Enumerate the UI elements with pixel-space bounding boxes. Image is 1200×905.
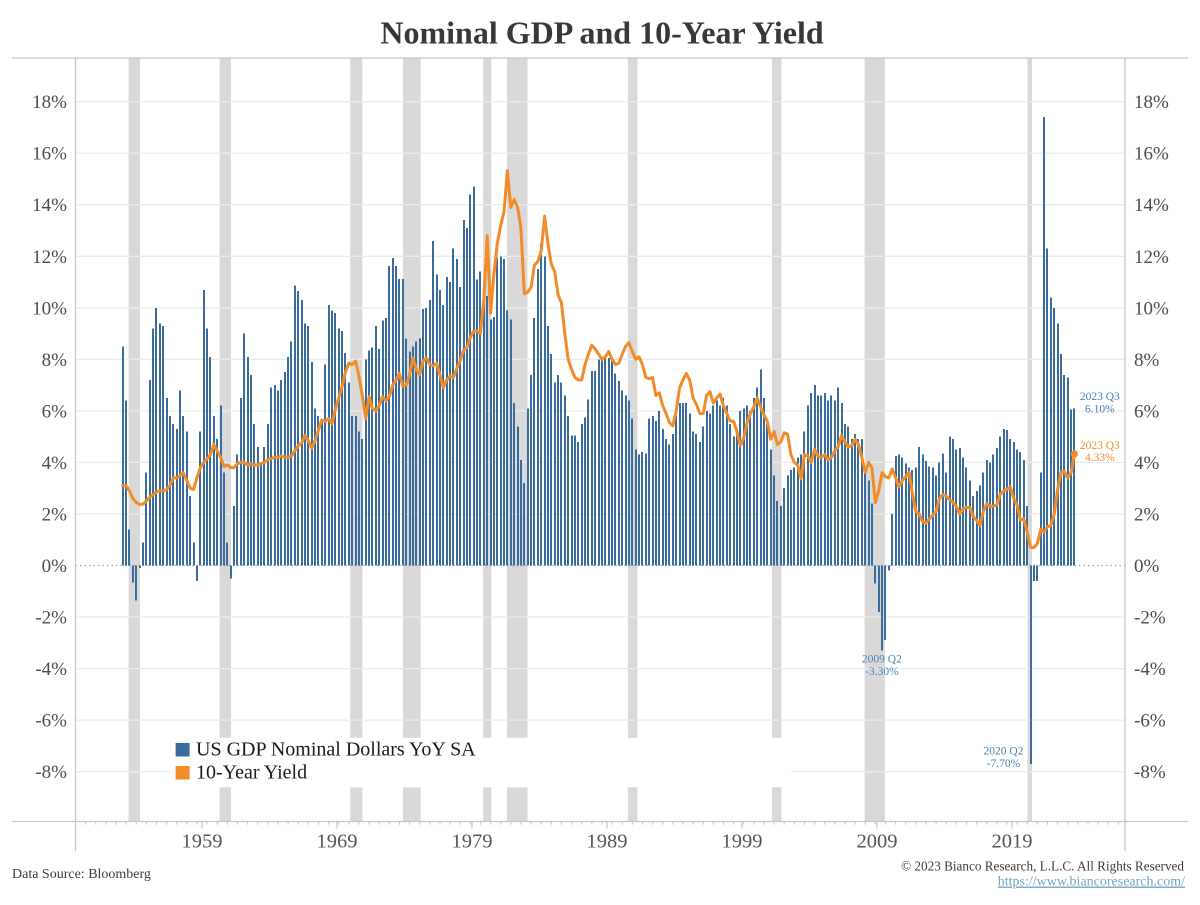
svg-text:-4%: -4% <box>35 659 67 680</box>
svg-text:-6%: -6% <box>1134 711 1166 732</box>
svg-text:6%: 6% <box>1134 401 1160 422</box>
svg-text:-6%: -6% <box>35 711 67 732</box>
svg-text:-7.70%: -7.70% <box>987 758 1021 770</box>
svg-text:-8%: -8% <box>1134 762 1166 783</box>
svg-text:16%: 16% <box>32 144 67 165</box>
svg-text:© 2023 Bianco Research, L.L.C.: © 2023 Bianco Research, L.L.C. All Right… <box>901 859 1184 874</box>
svg-text:1959: 1959 <box>182 831 223 853</box>
svg-text:2009 Q2: 2009 Q2 <box>862 654 902 666</box>
svg-text:18%: 18% <box>32 92 67 113</box>
svg-text:14%: 14% <box>32 195 67 216</box>
svg-text:US GDP Nominal Dollars YoY SA: US GDP Nominal Dollars YoY SA <box>196 739 476 761</box>
svg-text:1969: 1969 <box>317 831 358 853</box>
svg-text:-3.30%: -3.30% <box>865 666 899 678</box>
svg-text:-4%: -4% <box>1134 659 1166 680</box>
svg-text:10-Year Yield: 10-Year Yield <box>196 762 307 784</box>
svg-text:1989: 1989 <box>587 831 628 853</box>
svg-text:Data Source: Bloomberg: Data Source: Bloomberg <box>12 867 151 882</box>
svg-text:2%: 2% <box>1134 505 1160 526</box>
svg-text:16%: 16% <box>1134 144 1169 165</box>
svg-text:1999: 1999 <box>722 831 763 853</box>
svg-text:2009: 2009 <box>857 831 898 853</box>
svg-text:14%: 14% <box>1134 195 1169 216</box>
svg-text:0%: 0% <box>1134 556 1160 577</box>
svg-text:-8%: -8% <box>35 762 67 783</box>
svg-text:https://www.biancoresearch.com: https://www.biancoresearch.com/ <box>998 875 1185 890</box>
svg-text:10%: 10% <box>32 298 67 319</box>
svg-text:2%: 2% <box>42 505 68 526</box>
svg-text:10%: 10% <box>1134 298 1169 319</box>
svg-text:0%: 0% <box>42 556 68 577</box>
svg-text:12%: 12% <box>1134 247 1169 268</box>
svg-text:8%: 8% <box>1134 350 1160 371</box>
svg-text:2023 Q3: 2023 Q3 <box>1080 440 1120 452</box>
svg-text:4%: 4% <box>1134 453 1160 474</box>
svg-text:8%: 8% <box>42 350 68 371</box>
svg-text:4%: 4% <box>42 453 68 474</box>
svg-text:6%: 6% <box>42 401 68 422</box>
svg-text:1979: 1979 <box>452 831 493 853</box>
svg-text:2023 Q3: 2023 Q3 <box>1080 391 1120 403</box>
svg-text:-2%: -2% <box>1134 608 1166 629</box>
svg-text:2019: 2019 <box>992 831 1033 853</box>
svg-text:4.33%: 4.33% <box>1085 452 1115 464</box>
svg-text:6.10%: 6.10% <box>1085 403 1115 415</box>
svg-text:12%: 12% <box>32 247 67 268</box>
svg-text:-2%: -2% <box>35 608 67 629</box>
svg-text:Nominal GDP and 10-Year Yield: Nominal GDP and 10-Year Yield <box>380 15 823 51</box>
svg-text:2020 Q2: 2020 Q2 <box>984 746 1024 758</box>
svg-text:18%: 18% <box>1134 92 1169 113</box>
